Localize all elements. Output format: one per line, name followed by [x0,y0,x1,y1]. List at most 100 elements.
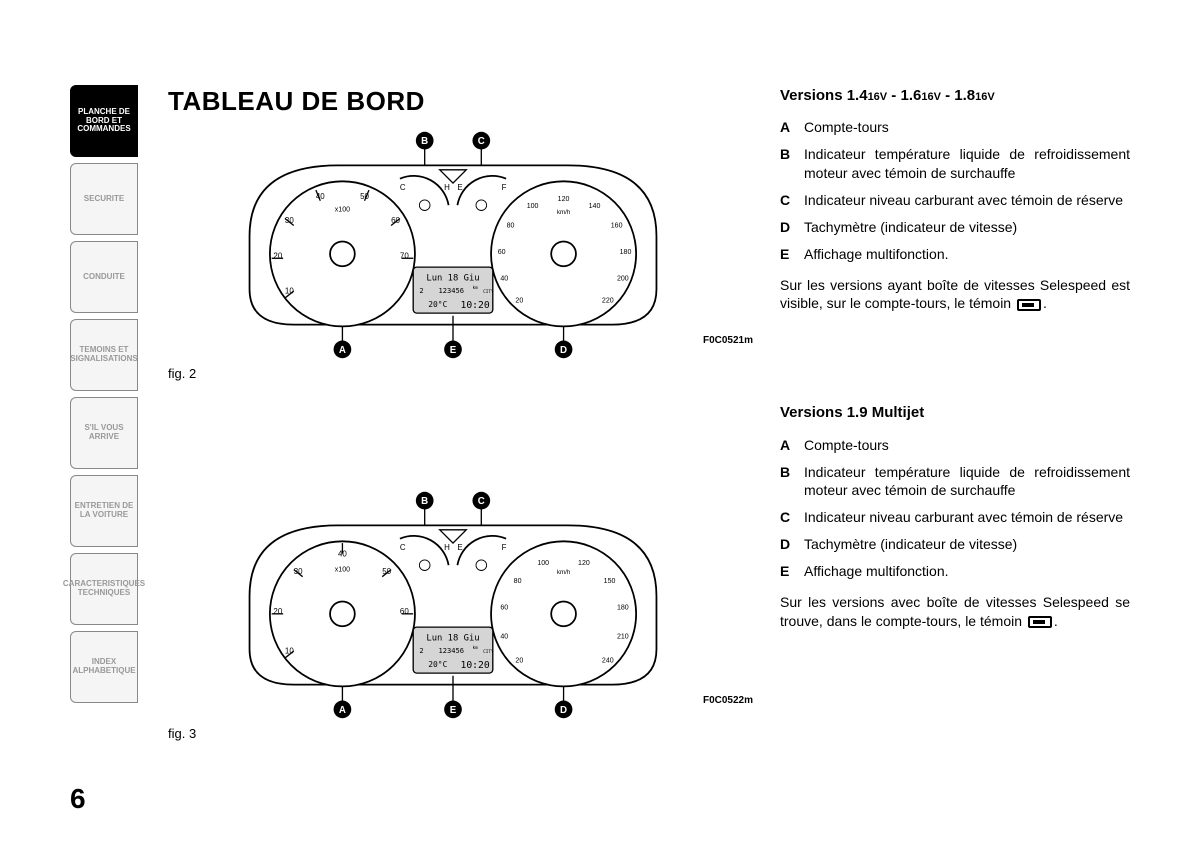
key-c: C [780,508,804,527]
val-c: Indicateur niveau carburant avec témoin … [804,191,1130,210]
svg-text:F: F [502,543,507,552]
note-multijet: Sur les versions avec boîte de vitesses … [780,593,1130,631]
svg-text:120: 120 [558,196,570,203]
section-heading: Versions 1.416V - 1.616V - 1.816V [780,86,1130,106]
figure-caption: fig. 2 [168,366,738,381]
svg-text:150: 150 [604,578,616,585]
svg-text:80: 80 [507,222,515,229]
page-title: TABLEAU DE BORD [168,86,425,117]
svg-text:D: D [560,705,567,716]
svg-text:20: 20 [515,298,523,305]
val-e: Affichage multifonction. [804,245,1130,264]
key-e: E [780,245,804,264]
figure-3: x100 10 20 30 40 50 60 km/h 20 [168,490,738,741]
val-a: Compte-tours [804,118,1130,137]
svg-text:km: km [472,645,478,651]
val-e: Affichage multifonction. [804,562,1130,581]
svg-text:D: D [560,345,567,356]
svg-text:140: 140 [589,203,601,210]
svg-text:200: 200 [617,275,629,282]
tab-planche[interactable]: PLANCHE DE BORD ET COMMANDES [70,85,138,157]
figure-code: F0C0522m [703,695,753,706]
val-d: Tachymètre (indicateur de vitesse) [804,218,1130,237]
svg-text:CITY: CITY [483,289,494,295]
figure-code: F0C0521m [703,335,753,346]
key-e: E [780,562,804,581]
svg-text:20: 20 [515,658,523,665]
selespeed-icon [1017,299,1041,311]
svg-text:50: 50 [382,567,391,576]
val-d: Tachymètre (indicateur de vitesse) [804,535,1130,554]
svg-text:20°C: 20°C [428,660,447,669]
key-d: D [780,218,804,237]
svg-text:H: H [444,183,450,192]
svg-text:120: 120 [578,560,590,567]
svg-text:60: 60 [500,604,508,611]
svg-text:100: 100 [537,560,549,567]
svg-text:km/h: km/h [557,209,571,216]
tab-conduite[interactable]: CONDUITE [70,241,138,313]
key-b: B [780,145,804,183]
val-c: Indicateur niveau carburant avec témoin … [804,508,1130,527]
svg-text:C: C [400,543,406,552]
svg-text:A: A [339,705,346,716]
tab-index[interactable]: INDEX ALPHABETIQUE [70,631,138,703]
svg-text:A: A [339,345,346,356]
svg-text:x100: x100 [335,206,350,213]
svg-text:B: B [421,496,428,507]
svg-text:20°C: 20°C [428,300,447,309]
tab-sil-vous-arrive[interactable]: S'IL VOUS ARRIVE [70,397,138,469]
svg-text:180: 180 [620,249,632,256]
svg-text:210: 210 [617,634,629,641]
svg-text:10:20: 10:20 [460,660,489,671]
svg-text:E: E [450,345,457,356]
svg-text:H: H [444,543,450,552]
val-b: Indicateur température liquide de refroi… [804,145,1130,183]
cluster-fig2: x100 10 20 30 40 50 60 70 [193,130,713,360]
svg-text:Lun 18 Giu: Lun 18 Giu [426,273,479,283]
svg-text:km: km [472,285,478,291]
section-versions-multijet: Versions 1.9 Multijet ACompte-tours BInd… [780,403,1130,630]
right-column: Versions 1.416V - 1.616V - 1.816V ACompt… [780,86,1130,671]
svg-text:B: B [421,136,428,147]
key-a: A [780,118,804,137]
svg-text:123456: 123456 [438,286,464,295]
tab-entretien[interactable]: ENTRETIEN DE LA VOITURE [70,475,138,547]
svg-text:100: 100 [527,203,539,210]
sidebar-tabs: PLANCHE DE BORD ET COMMANDES SECURITE CO… [70,85,138,703]
svg-text:E: E [457,183,462,192]
svg-text:180: 180 [617,604,629,611]
section-versions-petrol: Versions 1.416V - 1.616V - 1.816V ACompt… [780,86,1130,313]
svg-text:40: 40 [500,634,508,641]
svg-text:km/h: km/h [557,569,571,576]
svg-text:F: F [502,183,507,192]
svg-text:E: E [450,705,457,716]
key-d: D [780,535,804,554]
svg-text:2: 2 [419,286,423,295]
svg-text:CITY: CITY [483,649,494,655]
svg-text:x100: x100 [335,566,350,573]
tab-temoins[interactable]: TEMOINS ET SIGNALISATIONS [70,319,138,391]
key-c: C [780,191,804,210]
figure-2: x100 10 20 30 40 50 60 70 [168,130,738,381]
svg-text:10:20: 10:20 [460,300,489,311]
svg-text:123456: 123456 [438,646,464,655]
tab-caracteristiques[interactable]: CARACTERISTIQUES TECHNIQUES [70,553,138,625]
key-a: A [780,436,804,455]
svg-text:Lun 18 Giu: Lun 18 Giu [426,633,479,643]
key-b: B [780,463,804,501]
svg-text:220: 220 [602,298,614,305]
svg-text:60: 60 [391,216,400,225]
tab-securite[interactable]: SECURITE [70,163,138,235]
svg-text:240: 240 [602,658,614,665]
page-number: 6 [70,783,86,815]
val-b: Indicateur température liquide de refroi… [804,463,1130,501]
svg-text:C: C [400,183,406,192]
svg-text:80: 80 [514,578,522,585]
val-a: Compte-tours [804,436,1130,455]
svg-text:60: 60 [498,249,506,256]
selespeed-icon [1028,616,1052,628]
svg-text:2: 2 [419,646,423,655]
svg-text:160: 160 [611,222,623,229]
svg-text:40: 40 [500,275,508,282]
